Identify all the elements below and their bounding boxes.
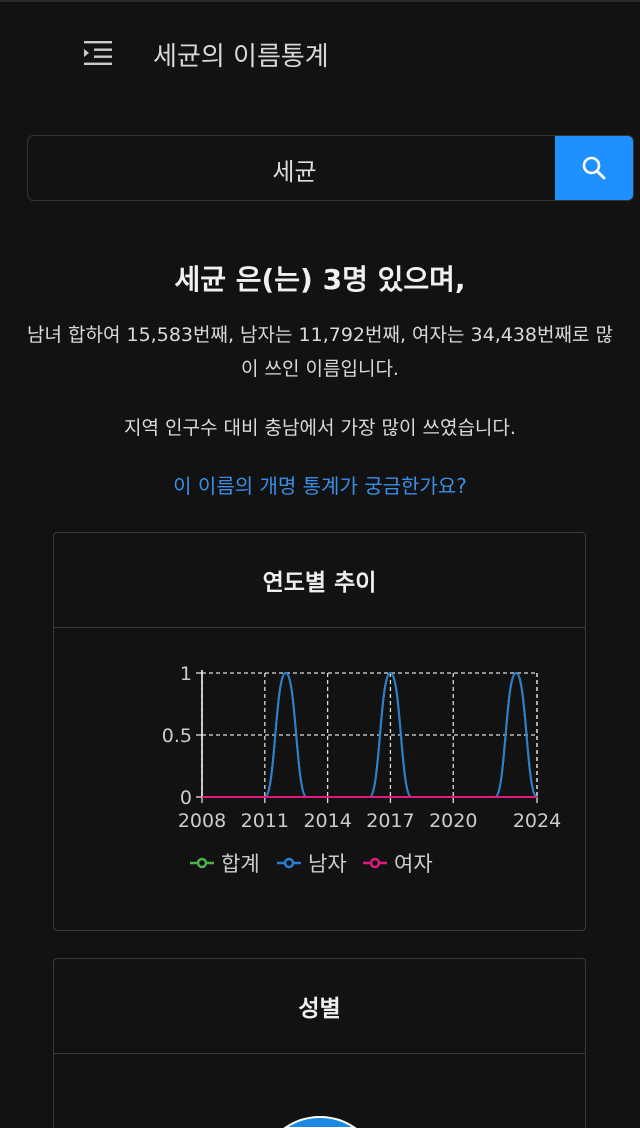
legend-marker-icon [196,857,208,869]
card-title: 성별 [54,959,585,1054]
y-tick-label: 0.5 [162,725,192,747]
legend-label: 여자 [394,852,433,876]
top-border [0,0,640,2]
x-tick-label: 2014 [303,810,351,832]
yearly-trend-chart: 2008 2011 2014 2017 2020 2024 0 0.5 1 합계 남자 여자 [162,663,561,876]
x-tick-label: 2024 [513,810,561,832]
summary-headline: 세균 은(는) 3명 있으며, [174,263,466,296]
search-button[interactable] [555,136,633,200]
legend-label: 남자 [308,852,347,876]
pie-slice-male [283,1116,357,1128]
y-tick-label: 1 [180,663,192,685]
card-title: 연도별 추이 [54,533,585,628]
x-tick-label: 2017 [366,810,414,832]
y-tick-label: 0 [180,787,192,809]
search-bar [27,135,634,201]
legend-label: 합계 [221,852,260,876]
x-tick-label: 2011 [241,810,289,832]
yearly-trend-card: 연도별 추이 [53,532,586,931]
search-input[interactable] [28,136,561,200]
x-tick-label: 2008 [178,810,226,832]
gender-card: 성별 [53,958,586,1128]
gender-pie-chart [283,1116,357,1128]
region-text: 지역 인구수 대비 충남에서 가장 많이 쓰였습니다. [124,417,516,439]
rename-stats-link[interactable]: 이 이름의 개명 통계가 궁금한가요? [173,474,467,498]
menu-indent-icon[interactable] [84,40,112,66]
legend-marker-icon [283,857,295,869]
x-tick-label: 2020 [429,810,477,832]
rank-text: 남녀 합하여 15,583번째, 남자는 11,792번째, 여자는 34,43… [27,324,613,380]
app-title: 세균의 이름통계 [153,42,329,72]
search-icon [582,156,606,180]
legend-marker-icon [369,857,381,869]
